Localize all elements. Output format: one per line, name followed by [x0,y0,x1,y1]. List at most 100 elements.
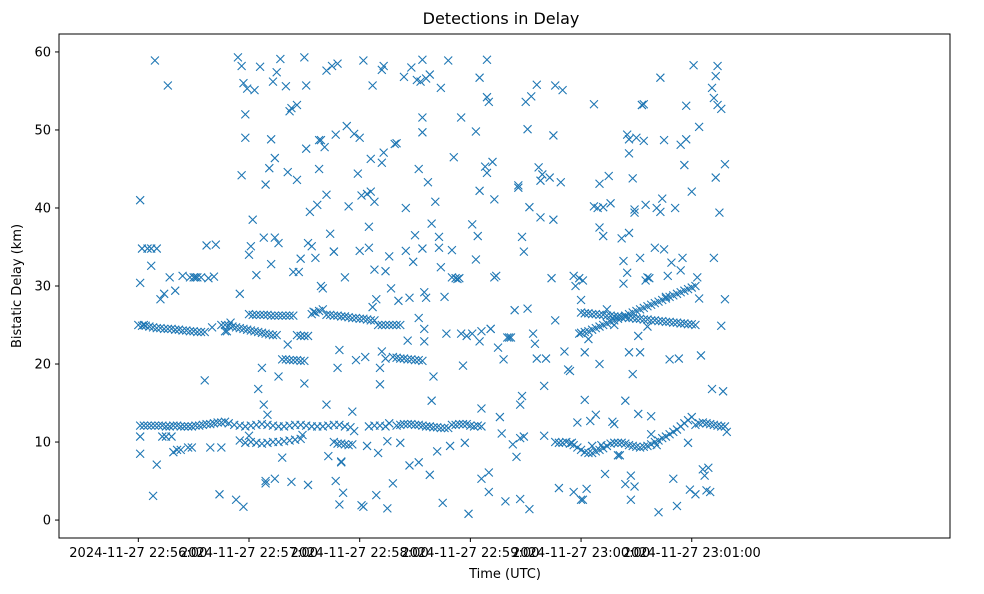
data-point [216,443,226,452]
data-point [626,495,636,505]
data-point [630,208,639,218]
data-point [643,322,652,331]
data-point [499,354,508,364]
data-point [548,215,558,225]
data-point [598,202,608,212]
data-point [436,262,446,272]
chart-title: Detections in Delay [423,9,580,28]
data-point [255,310,265,320]
data-point [150,56,160,65]
data-point [473,421,483,431]
data-point [349,129,359,139]
data-point [504,333,514,342]
data-point [639,136,649,146]
data-point [259,310,269,320]
data-point [303,480,313,490]
data-point [277,354,287,364]
data-point [167,432,176,441]
data-point [639,442,649,452]
data-point [589,99,599,109]
data-point [681,134,691,144]
data-point [394,296,403,306]
data-point [366,187,376,196]
data-point [443,56,453,65]
data-point [237,61,247,71]
data-point [541,354,551,363]
data-point [154,421,164,431]
data-point [661,317,671,327]
x-tick-label: 2024-11-27 22:59:00 [401,546,539,561]
data-point [167,324,176,334]
data-point [576,328,586,338]
data-point [501,496,510,506]
data-point [200,376,210,385]
data-point [170,325,180,335]
data-point [377,347,387,356]
data-point [333,363,342,373]
data-point [595,310,604,320]
data-point [624,440,634,450]
data-point [211,240,221,250]
data-point [231,322,241,332]
data-point [604,171,614,181]
data-point [668,474,678,484]
data-point [582,484,591,494]
data-point [320,142,330,152]
data-point [622,268,632,278]
data-point [598,231,608,241]
data-point [248,310,258,320]
data-point [270,474,280,484]
data-point [423,177,433,187]
data-point [576,295,586,305]
data-point [264,163,274,173]
data-point [148,491,158,501]
data-point [185,326,195,336]
data-point [580,327,590,337]
data-point [462,331,472,341]
data-point [467,329,477,338]
data-point [418,127,427,137]
data-point [228,322,237,331]
data-point [418,244,427,253]
data-point [720,294,730,304]
data-point [676,266,686,275]
data-point [497,429,507,438]
data-point [156,294,165,304]
data-point [440,423,449,433]
data-point [632,442,641,452]
data-point [261,329,270,338]
data-point [370,197,379,207]
data-point [157,432,167,441]
data-point [274,372,283,381]
data-point [569,271,579,281]
data-point [370,315,379,325]
data-point [624,134,634,144]
data-point [617,438,627,448]
data-point [299,331,309,341]
data-point [213,418,223,427]
data-point [458,361,468,370]
data-point [266,134,276,144]
data-point [176,445,186,455]
data-point [250,326,259,336]
data-point [668,318,678,328]
data-point [659,244,669,254]
data-point [620,396,630,406]
data-point [630,482,639,491]
data-point [288,311,298,321]
data-point [558,85,567,95]
data-point [619,256,628,266]
data-point [432,422,442,432]
data-point [266,311,276,321]
data-point [274,311,283,321]
data-point [194,421,204,431]
data-point [143,421,152,431]
data-point [694,418,704,428]
data-point [137,321,147,331]
data-point [311,253,320,263]
data-point [362,315,372,324]
data-point [491,271,501,281]
data-point [336,439,346,448]
data-point [335,500,344,509]
data-point [425,422,435,431]
